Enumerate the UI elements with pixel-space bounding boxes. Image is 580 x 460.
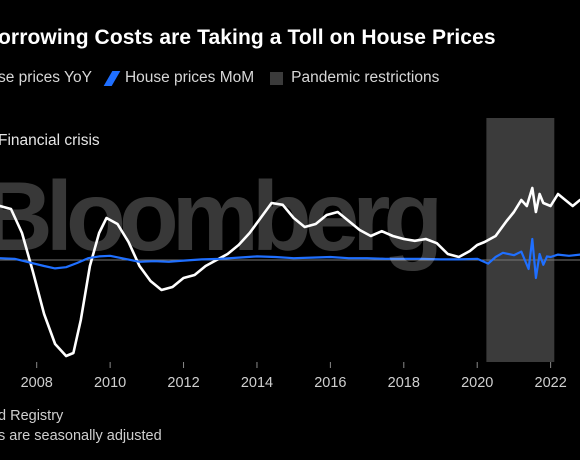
legend-swatch-pandemic — [270, 71, 284, 85]
legend-item-mom: House prices MoM — [103, 69, 255, 87]
x-tick-label-2008: 2008 — [21, 375, 53, 391]
legend: se prices YoY House prices MoM Pandemic … — [0, 69, 455, 87]
legend-item-pandemic: Pandemic restrictions — [270, 69, 439, 87]
x-tick-label-2018: 2018 — [388, 375, 420, 391]
x-tick-label-2014: 2014 — [241, 375, 273, 391]
x-tick-label-2012: 2012 — [167, 375, 199, 391]
legend-label-pandemic: Pandemic restrictions — [291, 69, 440, 86]
x-tick-label-2016: 2016 — [314, 375, 346, 391]
adjustment-note: s are seasonally adjusted — [0, 428, 162, 444]
series-line-house-prices-yoy — [0, 186, 580, 358]
chart-title: orrowing Costs are Taking a Toll on Hous… — [0, 26, 496, 49]
legend-label-yoy: se prices YoY — [0, 69, 92, 86]
x-tick-label-2020: 2020 — [461, 375, 493, 391]
x-tick-label-2022: 2022 — [535, 375, 567, 391]
pandemic-shaded-region — [486, 118, 555, 362]
legend-item-yoy: se prices YoY — [0, 69, 92, 87]
financial-crisis-annotation: Financial crisis — [0, 132, 100, 149]
source-note: d Registry — [0, 408, 64, 424]
x-tick-label-2010: 2010 — [94, 375, 126, 391]
legend-label-mom: House prices MoM — [124, 69, 255, 86]
series-line-house-prices-mom — [0, 237, 580, 280]
